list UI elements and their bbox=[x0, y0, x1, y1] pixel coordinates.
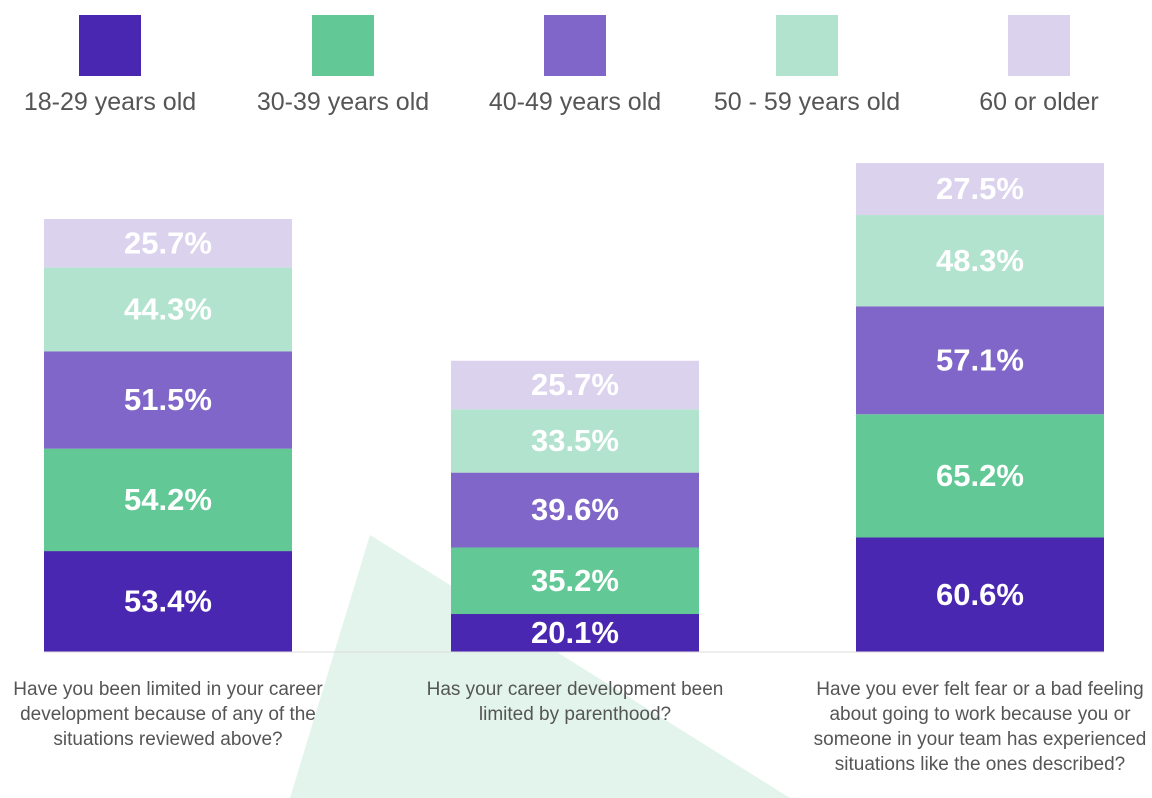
data-label: 27.5% bbox=[936, 171, 1024, 206]
legend-swatch bbox=[312, 15, 374, 76]
legend-label: 30-39 years old bbox=[256, 88, 430, 116]
data-label: 44.3% bbox=[124, 292, 212, 327]
category-label: Have you been limited in your career dev… bbox=[13, 679, 323, 750]
bar-segment bbox=[44, 448, 292, 552]
bar-segment bbox=[451, 472, 699, 548]
bar-segment bbox=[856, 414, 1104, 538]
data-label: 60.6% bbox=[936, 577, 1024, 612]
data-label: 25.7% bbox=[531, 367, 619, 402]
legend-label: 50 - 59 years old bbox=[713, 88, 901, 116]
data-label: 53.4% bbox=[124, 584, 212, 619]
data-label: 57.1% bbox=[936, 342, 1024, 377]
legend-swatch bbox=[776, 15, 838, 76]
bar-segment bbox=[44, 351, 292, 449]
category-label: Has your career development been limited… bbox=[426, 679, 724, 725]
legend-label: 40-49 years old bbox=[488, 88, 662, 116]
bar-segment bbox=[856, 163, 1104, 216]
bar-segment bbox=[44, 219, 292, 268]
data-label: 25.7% bbox=[124, 225, 212, 260]
data-label: 39.6% bbox=[531, 492, 619, 527]
decoration bbox=[290, 535, 790, 798]
bar-segment bbox=[451, 614, 699, 652]
data-label: 65.2% bbox=[936, 458, 1024, 493]
legend-swatch bbox=[544, 15, 606, 76]
data-label: 51.5% bbox=[124, 382, 212, 417]
bar-segment bbox=[44, 551, 292, 652]
data-label: 35.2% bbox=[531, 563, 619, 598]
legend-label: 18-29 years old bbox=[23, 88, 197, 116]
bar-segment bbox=[451, 547, 699, 615]
bar-segment bbox=[856, 215, 1104, 307]
data-label: 20.1% bbox=[531, 615, 619, 650]
bar-segment bbox=[44, 267, 292, 352]
legend-swatch bbox=[79, 15, 141, 76]
data-label: 48.3% bbox=[936, 243, 1024, 278]
legend-swatch bbox=[1008, 15, 1070, 76]
bar-segment bbox=[856, 306, 1104, 415]
bar-segment bbox=[451, 360, 699, 410]
category-label: Have you ever felt fear or a bad feeling… bbox=[813, 679, 1147, 775]
bar-segment bbox=[451, 409, 699, 473]
legend-label: 60 or older bbox=[979, 88, 1099, 116]
bar-segment bbox=[856, 537, 1104, 652]
data-label: 33.5% bbox=[531, 423, 619, 458]
data-label: 54.2% bbox=[124, 482, 212, 517]
